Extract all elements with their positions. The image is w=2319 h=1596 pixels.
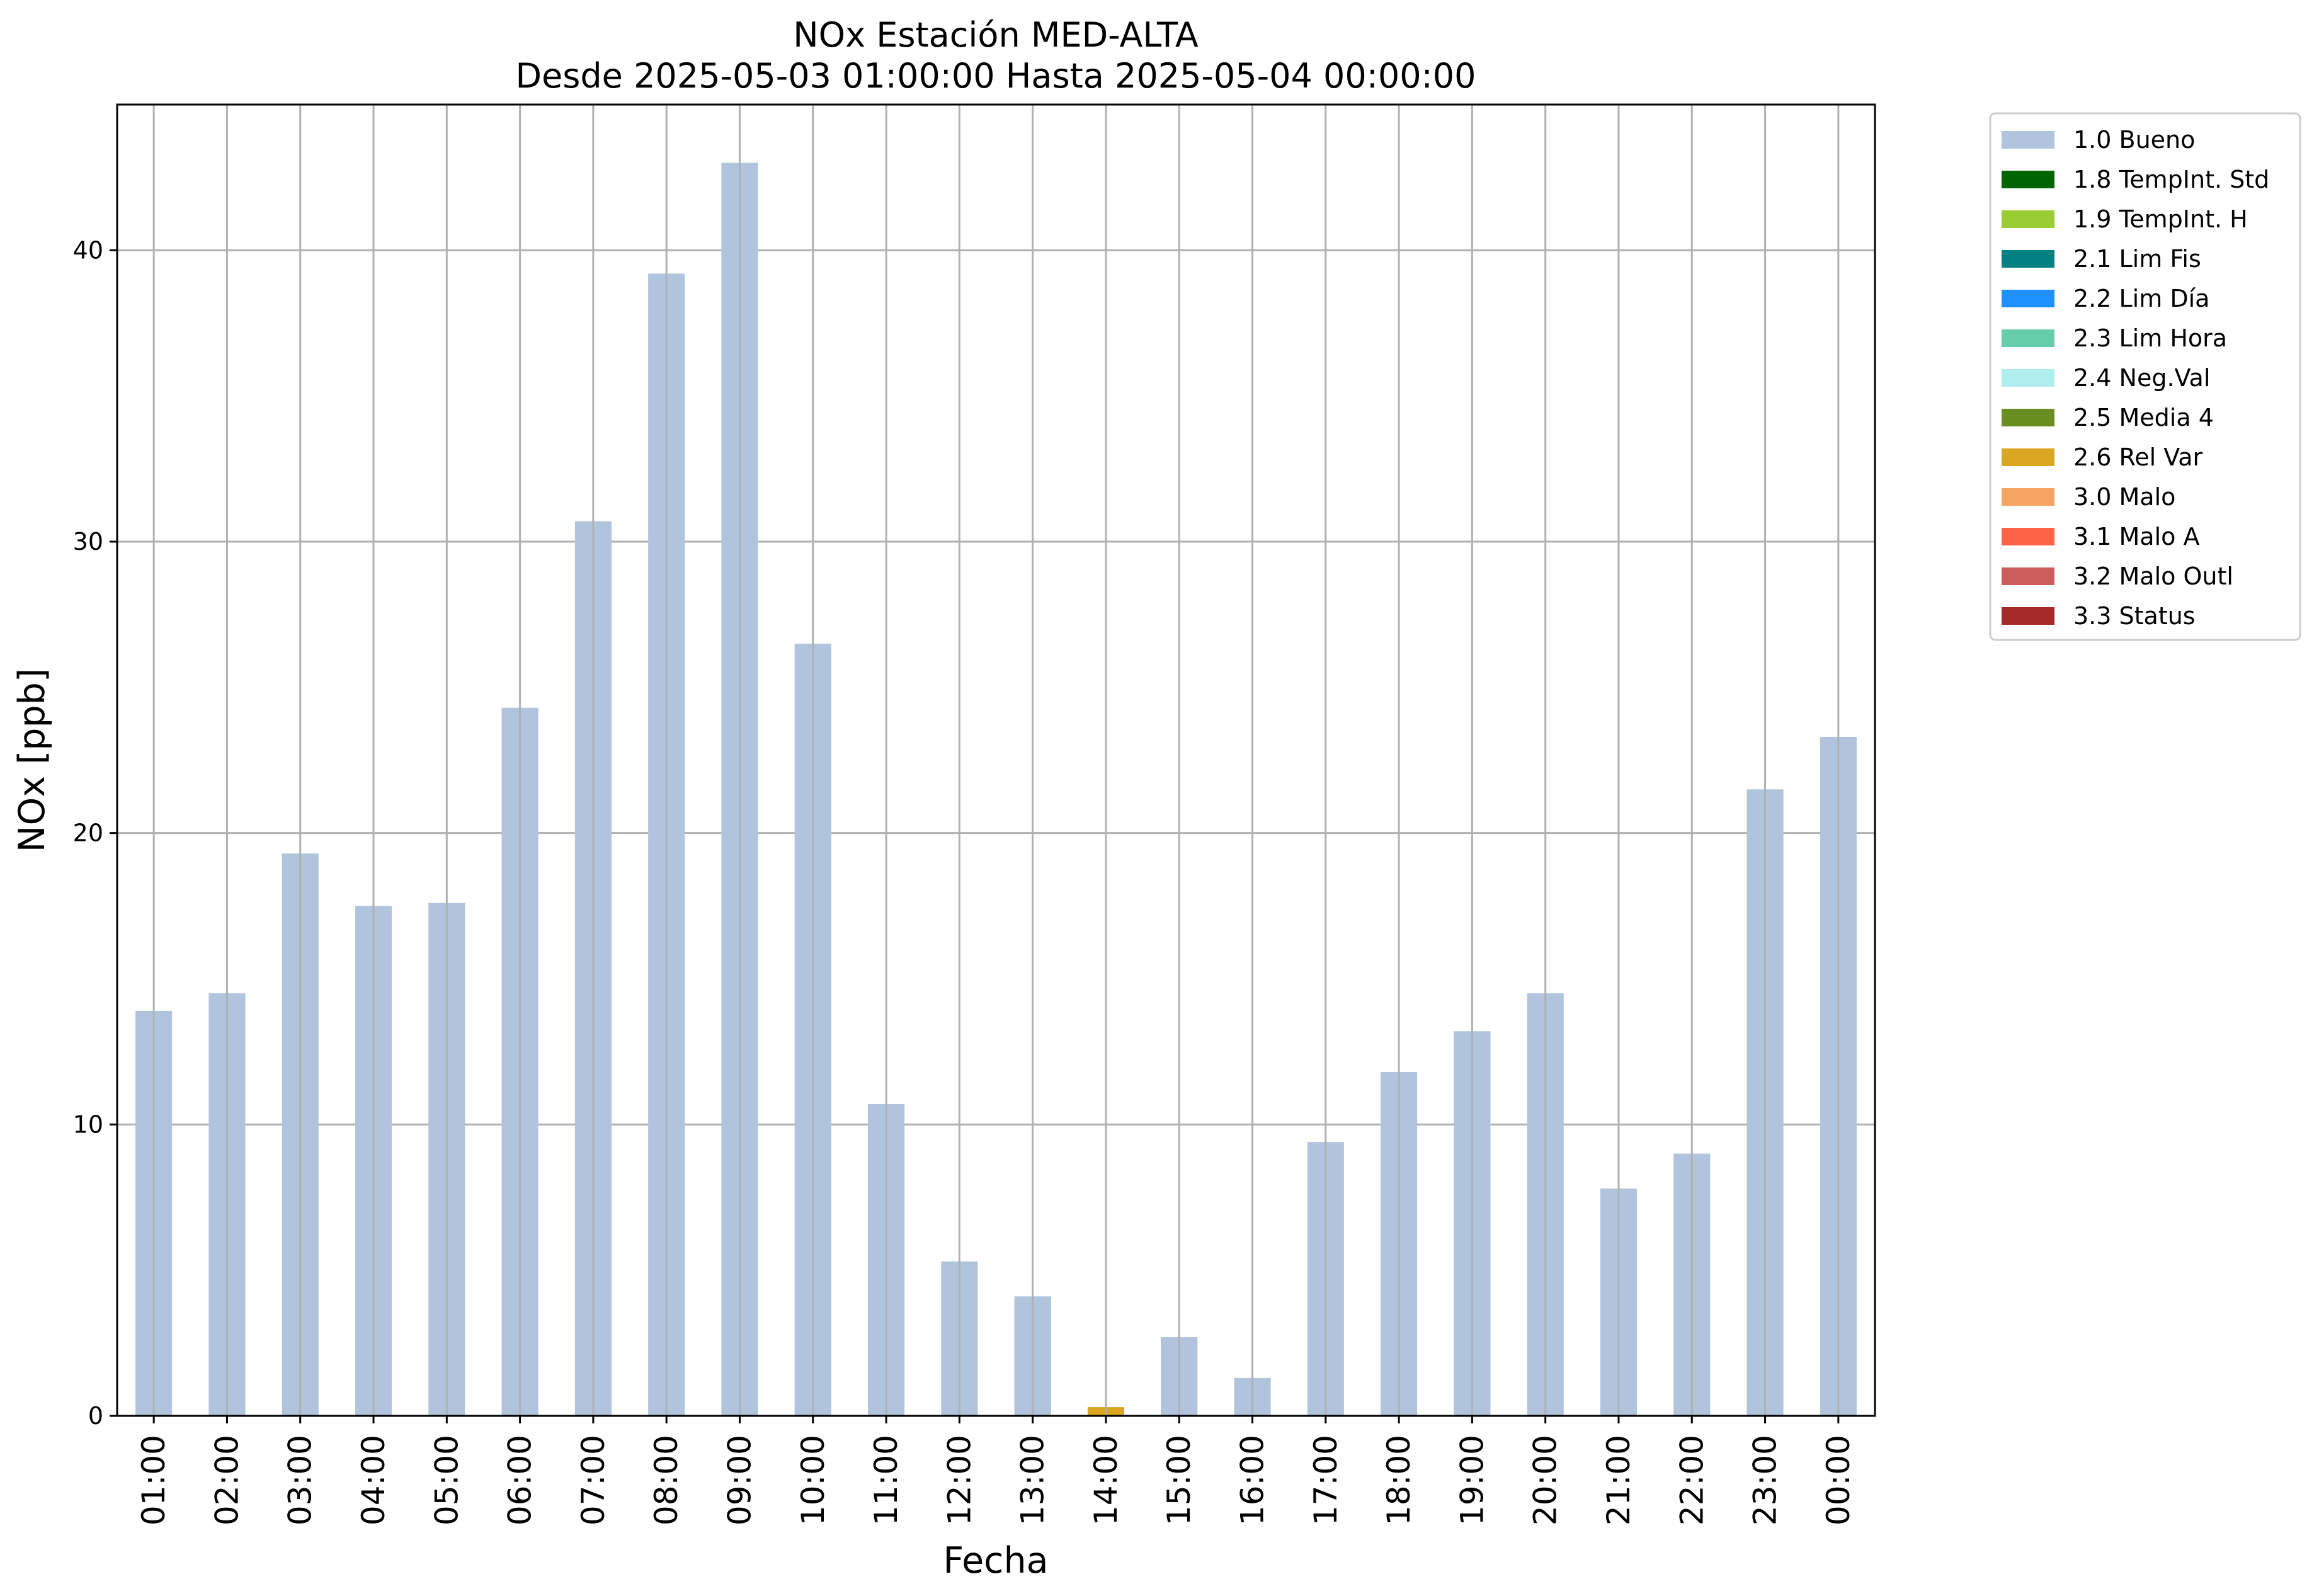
chart-subtitle: Desde 2025-05-03 01:00:00 Hasta 2025-05-… [515, 56, 1476, 96]
x-tick-label: 18:00 [1381, 1435, 1417, 1525]
legend-swatch [2002, 448, 2054, 466]
x-tick-label: 19:00 [1454, 1435, 1490, 1525]
legend-label: 2.2 Lim Día [2073, 285, 2209, 312]
y-tick-label: 10 [73, 1110, 103, 1138]
y-tick-label: 40 [73, 236, 103, 264]
x-tick-label: 15:00 [1161, 1435, 1197, 1525]
x-tick-label: 12:00 [941, 1435, 977, 1525]
x-tick-label: 08:00 [648, 1435, 685, 1525]
legend-label: 3.1 Malo A [2073, 523, 2199, 550]
legend-label: 1.0 Bueno [2073, 126, 2195, 154]
legend-label: 3.0 Malo [2073, 483, 2175, 511]
legend-swatch [2002, 210, 2054, 228]
x-tick-label: 05:00 [428, 1435, 465, 1525]
x-tick-label: 16:00 [1234, 1435, 1271, 1525]
legend-swatch [2002, 607, 2054, 625]
bars [135, 105, 1857, 1416]
x-tick-label: 09:00 [721, 1435, 758, 1525]
legend-swatch [2002, 329, 2054, 347]
legend-label: 2.1 Lim Fis [2073, 245, 2201, 273]
legend-swatch [2002, 488, 2054, 506]
y-tick-label: 30 [73, 528, 103, 556]
y-axis-label: NOx [ppb] [11, 668, 53, 852]
x-tick-label: 21:00 [1600, 1435, 1637, 1525]
x-tick-label: 04:00 [355, 1435, 392, 1525]
legend-swatch [2002, 250, 2054, 268]
legend-label: 2.3 Lim Hora [2073, 324, 2227, 352]
y-tick-label: 20 [73, 819, 103, 847]
legend-box [1989, 112, 2301, 641]
x-tick-label: 07:00 [575, 1435, 612, 1525]
x-tick-label: 06:00 [502, 1435, 538, 1525]
legend-label: 3.3 Status [2073, 602, 2196, 630]
x-tick-label: 11:00 [868, 1435, 904, 1525]
y-tick-label: 0 [88, 1402, 103, 1430]
y-axis-ticks: 0 10 20 30 40 [73, 236, 117, 1430]
legend-swatch [2002, 409, 2054, 426]
x-tick-label: 17:00 [1308, 1435, 1344, 1525]
x-tick-label: 03:00 [282, 1435, 319, 1525]
legend-swatch [2002, 528, 2054, 545]
x-tick-label: 10:00 [795, 1435, 831, 1525]
legend-label: 2.6 Rel Var [2073, 443, 2203, 471]
legend-label: 1.8 TempInt. Std [2073, 166, 2269, 193]
chart-title: NOx Estación MED-ALTA [793, 15, 1199, 55]
x-tick-label: 20:00 [1527, 1435, 1564, 1525]
legend-swatch [2002, 290, 2054, 307]
plot-area-frame [116, 103, 1876, 1417]
x-tick-label: 13:00 [1015, 1435, 1051, 1525]
legend-label: 3.2 Malo Outl [2073, 562, 2233, 590]
legend-label: 1.9 TempInt. H [2073, 205, 2248, 233]
legend-swatch [2002, 369, 2054, 387]
x-tick-label: 02:00 [208, 1435, 245, 1525]
x-tick-label: 01:00 [135, 1435, 172, 1525]
x-tick-label: 22:00 [1673, 1435, 1710, 1525]
x-axis-label: Fecha [943, 1540, 1048, 1582]
legend-label: 2.4 Neg.Val [2073, 364, 2210, 392]
x-tick-label: 14:00 [1088, 1435, 1124, 1525]
legend: 1.0 Bueno 1.8 TempInt. Std 1.9 TempInt. H 2… [1989, 112, 2301, 641]
legend-swatch [2002, 567, 2054, 585]
legend-swatch [2002, 171, 2054, 188]
x-axis-ticks: 01:00 02:00 03:00 04:00 05:00 06:00 07:00 08:00… [135, 1416, 1857, 1525]
x-tick-label: 00:00 [1820, 1435, 1857, 1525]
legend-swatch [2002, 131, 2054, 149]
x-tick-label: 23:00 [1747, 1435, 1784, 1525]
legend-label: 2.5 Media 4 [2073, 404, 2214, 431]
